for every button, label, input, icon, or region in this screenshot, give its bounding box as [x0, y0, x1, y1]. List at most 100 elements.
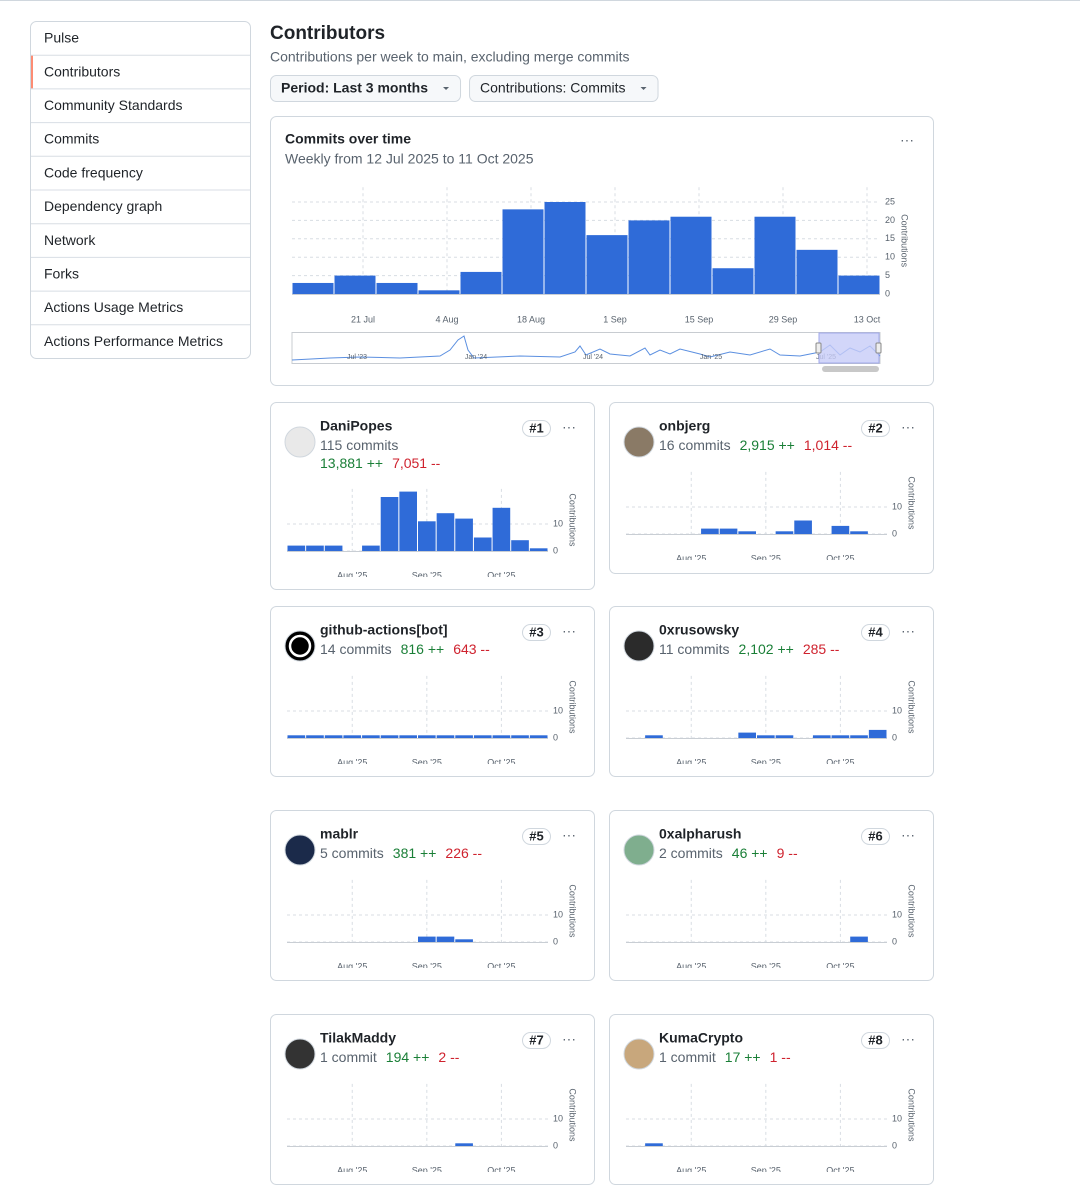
contributor-name[interactable]: 0xrusowsky: [659, 622, 739, 638]
sidebar-item[interactable]: Dependency graph: [44, 198, 162, 214]
x-tick-label: Aug '25: [676, 553, 706, 563]
deletions: 285 --: [803, 641, 840, 657]
rank: #1: [529, 420, 543, 435]
y-axis-label: Contributions: [900, 214, 910, 268]
bar: [436, 936, 455, 942]
deletions: 226 --: [445, 845, 482, 861]
sidebar-item[interactable]: Actions Performance Metrics: [44, 333, 223, 349]
bar: [380, 735, 399, 738]
commit-count: 1 commit: [320, 1049, 377, 1065]
x-tick-label: Sep '25: [751, 757, 781, 767]
x-tick-label: Oct '25: [826, 757, 854, 767]
contributor-card: github-actions[bot] #3 ··· 14 commits 816 ++…: [270, 606, 595, 777]
bar: [418, 290, 460, 294]
overview-label: Jan '24: [465, 354, 487, 361]
sidebar-item[interactable]: Contributors: [44, 63, 120, 79]
more-menu[interactable]: ···: [562, 827, 576, 843]
y-tick-label: 0: [553, 936, 558, 946]
contributor-card: mablr #5 ··· 5 commits 381 ++ 226 -- Aug '25 Se…: [270, 810, 595, 981]
x-tick-label: 15 Sep: [685, 314, 714, 324]
sidebar-item[interactable]: Network: [44, 232, 96, 248]
avatar: [284, 426, 316, 458]
bar: [794, 520, 812, 534]
bar: [343, 735, 362, 738]
contributor-name[interactable]: DaniPopes: [320, 418, 393, 434]
y-tick-label: 25: [885, 196, 895, 206]
x-tick-label: 21 Jul: [351, 314, 375, 324]
more-menu[interactable]: ···: [901, 1031, 915, 1047]
overview-scrollbar[interactable]: [822, 366, 879, 372]
y-tick-label: 10: [892, 909, 902, 919]
sidebar-item[interactable]: Actions Usage Metrics: [44, 299, 183, 315]
stats-line: 2 commits 46 ++ 9 --: [659, 845, 798, 861]
more-menu[interactable]: ···: [562, 623, 576, 639]
x-tick-label: Oct '25: [826, 961, 854, 971]
commit-count: 1 commit: [659, 1049, 716, 1065]
bar: [796, 249, 838, 294]
additions: 381 ++: [393, 845, 437, 861]
x-tick-label: 1 Sep: [603, 314, 627, 324]
y-axis-label: Contributions: [568, 493, 578, 547]
more-menu[interactable]: ···: [901, 623, 915, 639]
y-tick-label: 10: [553, 518, 563, 528]
bar: [831, 525, 850, 534]
bar: [292, 282, 334, 294]
bar: [850, 735, 868, 738]
overview-handle[interactable]: [875, 342, 882, 354]
more-menu[interactable]: ···: [901, 827, 915, 843]
x-tick-label: Aug '25: [337, 1165, 367, 1175]
overview-handle[interactable]: [815, 342, 822, 354]
more-menu[interactable]: ···: [562, 1031, 576, 1047]
avatar: [623, 630, 655, 662]
card-bg: [270, 810, 595, 981]
bar: [455, 735, 473, 738]
x-tick-label: Sep '25: [412, 570, 442, 580]
filter-button[interactable]: Contributions: Commits: [469, 75, 659, 102]
sidebar-item[interactable]: Code frequency: [44, 164, 143, 180]
stats-line: 11 commits 2,102 ++ 285 --: [659, 641, 840, 657]
more-menu[interactable]: ···: [900, 132, 914, 148]
rank: #8: [868, 1032, 882, 1047]
chart-title: Commits over time: [285, 131, 411, 147]
contributor-name[interactable]: onbjerg: [659, 418, 710, 434]
more-menu[interactable]: ···: [901, 419, 915, 435]
x-tick-label: Aug '25: [676, 961, 706, 971]
sidebar-item[interactable]: Community Standards: [44, 97, 183, 113]
bar: [380, 497, 399, 551]
contributor-name[interactable]: 0xalpharush: [659, 826, 741, 842]
avatar: [623, 1038, 655, 1070]
contributor-card: DaniPopes #1 ··· 115 commits 13,881 ++ 7,051 …: [270, 402, 595, 590]
bar: [544, 202, 586, 294]
page-subtitle: Contributions per week to main, excludin…: [270, 49, 630, 65]
overview-label: Jan '25: [700, 354, 722, 361]
contributor-card: onbjerg #2 ··· 16 commits 2,915 ++ 1,014 -- Au…: [609, 402, 934, 574]
deletions: 2 --: [438, 1049, 459, 1065]
deletions: 643 --: [453, 641, 490, 657]
y-tick-label: 10: [892, 501, 902, 511]
sidebar-item[interactable]: Forks: [44, 265, 79, 281]
y-tick-label: 0: [892, 732, 897, 742]
caret: [443, 87, 450, 90]
avatar-glyph: [288, 634, 312, 658]
y-tick-label: 10: [553, 705, 563, 715]
bar: [460, 271, 502, 294]
y-axis-label: Contributions: [568, 884, 578, 938]
contributor-name[interactable]: TilakMaddy: [320, 1030, 396, 1046]
filter-button[interactable]: Period: Last 3 months: [270, 75, 462, 102]
contributor-name[interactable]: github-actions[bot]: [320, 622, 448, 638]
bar: [754, 216, 796, 294]
more-menu[interactable]: ···: [562, 419, 576, 435]
button-bg: [469, 75, 659, 102]
overview-label: Jul '23: [347, 354, 367, 361]
x-tick-label: Sep '25: [412, 1165, 442, 1175]
contributor-name[interactable]: mablr: [320, 826, 359, 842]
chart-subtitle: Weekly from 12 Jul 2025 to 11 Oct 2025: [285, 151, 534, 167]
contributor-name[interactable]: KumaCrypto: [659, 1030, 743, 1046]
bar: [850, 531, 868, 534]
x-tick-label: Sep '25: [751, 1165, 781, 1175]
sidebar-item[interactable]: Pulse: [44, 30, 79, 46]
sidebar-item[interactable]: Commits: [44, 131, 99, 147]
overview-selection[interactable]: [818, 332, 880, 364]
stats-line: 1 commit 17 ++ 1 --: [659, 1049, 791, 1065]
contributor-chart: Aug '25 Sep '25 Oct '25 0 10 Contributions: [287, 488, 578, 580]
